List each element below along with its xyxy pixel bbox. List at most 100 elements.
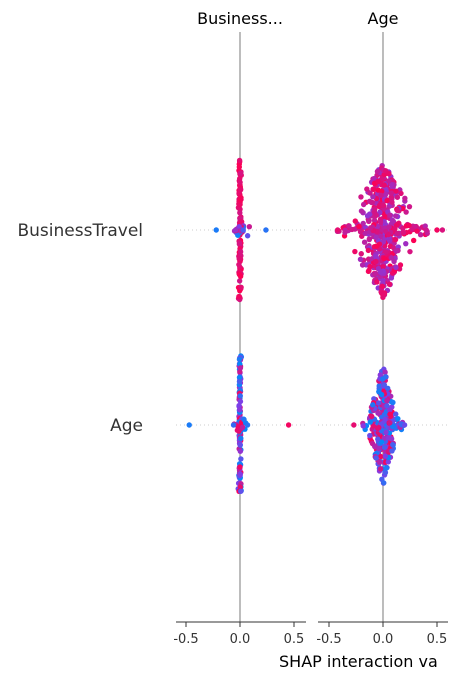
data-point <box>237 249 244 255</box>
outlier-point <box>439 227 446 233</box>
data-point <box>349 226 355 233</box>
data-point <box>373 258 379 265</box>
data-point <box>366 217 372 224</box>
data-point <box>381 182 387 188</box>
outlier-point <box>334 227 341 233</box>
data-point <box>376 424 382 431</box>
data-point <box>386 237 393 244</box>
data-point <box>236 261 242 268</box>
data-point <box>386 281 393 287</box>
data-point <box>238 435 244 442</box>
data-point <box>378 391 385 398</box>
data-point <box>357 256 364 262</box>
data-point <box>368 199 375 206</box>
data-point <box>378 466 384 472</box>
data-point <box>237 398 244 405</box>
data-point <box>406 222 412 229</box>
grid-layer <box>176 32 448 622</box>
data-point <box>373 234 379 240</box>
data-point <box>410 237 417 244</box>
data-point <box>389 199 395 205</box>
data-point <box>394 230 400 237</box>
column-title: Age <box>368 9 399 28</box>
data-point <box>390 441 396 448</box>
data-point <box>393 248 399 254</box>
data-point <box>367 432 373 439</box>
data-point <box>397 262 404 268</box>
data-point <box>389 181 395 188</box>
data-point <box>370 423 376 429</box>
data-point <box>383 429 389 436</box>
data-point <box>375 400 382 406</box>
data-point <box>364 213 371 219</box>
data-point <box>237 210 243 216</box>
data-point <box>383 465 390 471</box>
data-point <box>393 264 399 271</box>
data-point <box>372 206 378 212</box>
x-tick-label: 0.5 <box>427 632 448 647</box>
row-label: Age <box>110 416 143 436</box>
data-point <box>381 480 387 486</box>
x-tick-label: -0.5 <box>173 632 198 647</box>
x-tick-label: 0.0 <box>373 632 394 647</box>
data-point <box>387 407 393 413</box>
data-point <box>372 443 378 450</box>
data-point <box>393 411 399 417</box>
outlier-point <box>186 422 192 428</box>
data-point <box>382 453 389 459</box>
data-point <box>393 188 399 194</box>
data-point <box>237 170 244 176</box>
data-point <box>369 413 375 420</box>
data-point <box>386 178 392 184</box>
outlier-point <box>351 422 357 428</box>
data-point <box>375 436 381 442</box>
points-layer <box>186 157 446 495</box>
data-point <box>379 176 385 182</box>
data-point <box>367 225 374 231</box>
outlier-point <box>230 422 237 428</box>
data-point <box>360 201 367 208</box>
data-point <box>352 218 358 224</box>
outlier-point <box>285 422 292 428</box>
data-point <box>387 411 393 418</box>
data-point <box>359 262 366 268</box>
data-point <box>238 488 244 495</box>
data-point <box>246 224 253 230</box>
data-point <box>387 212 393 218</box>
data-point <box>371 186 377 193</box>
data-point <box>402 195 408 202</box>
x-axis-title: SHAP interaction va <box>279 652 438 671</box>
data-point <box>375 178 381 185</box>
axis-layer: -0.5 0.0 0.5 -0.5 0.0 0.5 Business... Age Busine… <box>18 9 448 671</box>
data-point <box>394 207 400 214</box>
data-point <box>380 264 386 270</box>
outlier-point <box>232 227 239 233</box>
data-point <box>384 197 390 204</box>
data-point <box>346 223 352 229</box>
data-point <box>388 275 395 281</box>
outlier-point <box>434 227 440 233</box>
data-point <box>378 192 384 199</box>
data-point <box>403 209 409 215</box>
outlier-point <box>244 422 251 428</box>
data-point <box>383 191 389 197</box>
data-point <box>371 175 377 182</box>
data-point <box>235 423 241 429</box>
data-point <box>371 396 377 402</box>
outlier-point <box>213 227 219 233</box>
outlier-point <box>423 227 429 233</box>
data-point <box>377 209 383 216</box>
data-point <box>383 186 389 193</box>
data-point <box>237 273 244 280</box>
data-point <box>356 223 362 230</box>
data-point <box>342 229 348 236</box>
data-point <box>238 456 244 462</box>
data-point <box>373 253 379 259</box>
data-point <box>406 203 413 210</box>
data-point <box>385 231 392 238</box>
column-title: Business... <box>197 9 283 28</box>
data-point <box>394 194 401 200</box>
data-point <box>357 229 364 235</box>
data-point <box>362 230 368 237</box>
